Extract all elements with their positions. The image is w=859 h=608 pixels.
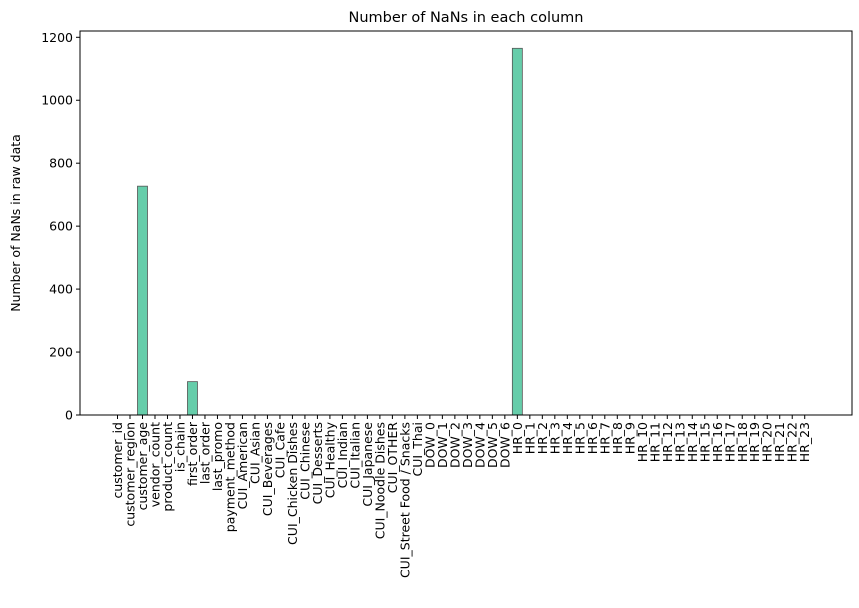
x-tick-label: CUI_OTHER [385,422,400,494]
x-tick-label: DOW_6 [497,422,512,468]
y-tick-label: 0 [65,408,73,423]
x-tick-label: HR_8 [610,422,625,454]
x-tick-label: HR_4 [560,422,575,454]
x-tick-label: last_promo [210,422,225,491]
x-tick-label: CUI_Healthy [322,421,337,498]
x-tick-label: product_count [160,422,175,512]
x-tick-label: DOW_4 [472,422,487,468]
x-tick-label: DOW_1 [435,422,450,468]
y-tick-label: 200 [49,345,73,360]
y-tick-label: 600 [49,219,73,234]
bar [511,47,523,416]
x-tick-label: DOW_5 [485,422,500,468]
x-tick-label: HR_14 [685,422,700,462]
x-tick-label: CUI_American [235,422,250,509]
x-tick-label: CUI_Italian [347,422,362,489]
x-tick-label: DOW_3 [460,422,475,468]
y-tick-label: 1000 [41,93,73,108]
x-tick-label: HR_20 [760,422,775,462]
x-tick-label: CUI_Street Food / Snacks [397,422,412,578]
bar [187,381,198,416]
x-tick-label: CUI_Beverages [260,422,275,516]
x-tick-label: CUI_Asian [247,422,262,484]
x-tick-label: HR_3 [547,422,562,454]
x-tick-label: customer_id [110,422,125,499]
x-tick-label: HR_13 [672,422,687,462]
x-tick-label: CUI_Chicken Dishes [285,422,300,545]
x-tick-label: CUI_Thai [410,422,425,477]
x-tick-label: DOW_2 [447,422,462,468]
x-tick-label: HR_11 [647,422,662,462]
x-tick-label: HR_0 [510,422,525,454]
x-tick-label: HR_16 [710,422,725,462]
y-axis-ticks: 0 200 400 600 800 1000 1200 [41,30,80,423]
x-tick-label: CUI_Cafe [272,422,287,479]
x-tick-label: CUI_Noodle Dishes [372,422,387,539]
x-tick-label: first_order [185,421,200,486]
x-tick-label: HR_2 [535,422,550,454]
x-tick-label: HR_5 [572,422,587,454]
chart-title: Number of NaNs in each column [349,10,584,26]
x-tick-label: CUI_Desserts [310,422,325,504]
x-tick-label: HR_17 [722,422,737,462]
x-tick-label: HR_7 [597,422,612,454]
x-tick-label: vendor_count [147,422,162,507]
x-tick-label: HR_23 [797,422,812,462]
x-tick-label: CUI_Chinese [297,422,312,500]
x-axis-ticks: customer_idcustomer_regioncustomer_ageve… [110,415,812,578]
x-tick-label: HR_22 [785,422,800,462]
x-tick-label: customer_age [135,422,150,511]
x-tick-label: DOW_0 [422,422,437,468]
x-tick-label: HR_19 [747,422,762,462]
y-tick-label: 800 [49,156,73,171]
plot-frame [79,30,853,416]
x-tick-label: HR_21 [772,422,787,462]
x-tick-label: HR_10 [635,422,650,462]
x-tick-label: HR_18 [735,422,750,462]
bars [137,47,523,416]
x-tick-label: is_chain [172,422,187,472]
x-tick-label: last_order [197,421,212,484]
x-tick-label: HR_12 [660,422,675,462]
x-tick-label: CUI_Indian [335,422,350,488]
x-tick-label: HR_15 [697,422,712,462]
y-tick-label: 1200 [41,30,73,45]
x-tick-label: HR_6 [585,422,600,454]
y-axis-label: Number of NaNs in raw data [8,134,23,312]
x-tick-label: payment_method [222,422,237,532]
bar [137,185,148,416]
x-tick-label: HR_1 [522,422,537,454]
x-tick-label: CUI_Japanese [360,422,375,507]
y-tick-label: 400 [49,282,73,297]
x-tick-label: customer_region [122,422,137,527]
x-tick-label: HR_9 [622,422,637,454]
